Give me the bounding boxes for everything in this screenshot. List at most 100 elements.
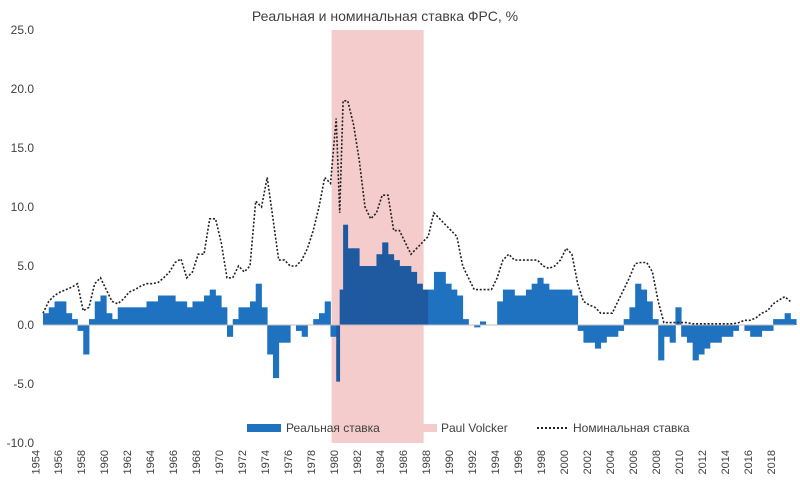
bar-real-rate — [715, 325, 722, 343]
bar-real-rate — [48, 307, 55, 325]
bar-real-rate — [508, 289, 515, 325]
x-tick-label: 1976 — [283, 450, 295, 474]
bar-real-rate — [744, 325, 751, 331]
bar-real-rate — [399, 266, 406, 325]
bar-real-rate — [221, 307, 228, 325]
bar-real-rate — [393, 260, 400, 325]
bar-real-rate — [583, 325, 590, 343]
bar-real-rate — [129, 307, 136, 325]
x-tick-label: 1958 — [76, 450, 88, 474]
bar-real-rate — [376, 254, 383, 325]
bar-real-rate — [157, 295, 165, 325]
bar-real-rate — [428, 289, 435, 325]
bar-real-rate — [474, 325, 481, 328]
x-tick-label: 1972 — [237, 450, 249, 474]
bar-real-rate — [336, 325, 341, 382]
bar-real-rate — [566, 289, 573, 325]
bar-real-rate — [209, 289, 216, 325]
bar-real-rate — [387, 254, 395, 325]
bar-real-rate — [761, 325, 768, 331]
bar-real-rate — [721, 325, 728, 337]
bar-real-rate — [571, 295, 579, 325]
bar-real-rate — [364, 266, 372, 325]
bar-real-rate — [232, 319, 239, 325]
bar-real-rate — [502, 289, 510, 325]
bar-real-rate — [704, 325, 711, 349]
bar-real-rate — [278, 325, 285, 343]
bar-real-rate — [244, 307, 251, 325]
x-tick-label: 1980 — [329, 450, 341, 474]
bar-real-rate — [339, 289, 344, 325]
legend-label-paul-volcker: Paul Volcker — [441, 421, 508, 435]
x-tick-label: 1968 — [191, 450, 203, 474]
bar-real-rate — [709, 325, 717, 343]
bar-real-rate — [462, 319, 469, 325]
bar-real-rate — [382, 242, 389, 325]
bar-real-rate — [134, 307, 142, 325]
bar-real-rate — [497, 301, 504, 325]
bar-real-rate — [123, 307, 130, 325]
bar-real-rate — [422, 289, 429, 325]
bar-real-rate — [318, 313, 326, 325]
bar-real-rate — [180, 301, 188, 325]
bar-real-rate — [554, 289, 561, 325]
legend-item-paul-volcker: Paul Volcker — [403, 421, 508, 435]
bar-real-rate — [405, 266, 412, 325]
bar-real-rate — [347, 248, 354, 325]
bar-real-rate — [646, 301, 653, 325]
bar-real-rate — [784, 313, 791, 325]
bar-real-rate — [652, 319, 659, 325]
x-tick-label: 1960 — [99, 450, 111, 474]
y-tick-label: 15.0 — [11, 141, 35, 155]
bar-real-rate — [106, 313, 113, 325]
y-tick-label: -10.0 — [7, 436, 35, 450]
bar-real-rate — [301, 325, 308, 337]
x-tick-label: 1966 — [168, 450, 180, 474]
bar-real-rate — [198, 301, 205, 325]
bar-real-rate — [767, 325, 774, 331]
bar-real-rate — [773, 319, 780, 325]
bar-real-rate — [324, 301, 331, 325]
legend-label-real-rate: Реальная ставка — [286, 421, 380, 435]
bar-real-rate — [65, 313, 73, 325]
bar-real-rate — [117, 307, 124, 325]
x-tick-label: 1986 — [398, 450, 410, 474]
bar-real-rate — [353, 248, 360, 325]
bar-real-rate — [100, 295, 107, 325]
bar-real-rate — [226, 325, 234, 337]
x-tick-label: 2002 — [582, 450, 594, 474]
bar-real-rate — [548, 289, 556, 325]
bar-real-rate — [54, 301, 61, 325]
bar-real-rate — [600, 325, 607, 343]
bar-real-rate — [152, 301, 159, 325]
bar-real-rate — [525, 289, 533, 325]
bar-real-rate — [560, 289, 567, 325]
legend-swatch-paul-volcker — [403, 424, 437, 432]
y-tick-label: 20.0 — [11, 82, 35, 96]
bar-real-rate — [249, 301, 257, 325]
bar-real-rate — [43, 313, 50, 325]
x-tick-label: 1978 — [306, 450, 318, 474]
bar-real-rate — [451, 289, 458, 325]
bar-real-rate — [359, 266, 366, 325]
x-tick-label: 1956 — [53, 450, 65, 474]
x-tick-label: 1992 — [467, 450, 479, 474]
bar-real-rate — [479, 321, 487, 325]
bar-real-rate — [681, 325, 688, 337]
bar-real-rate — [238, 307, 245, 325]
bar-real-rate — [658, 325, 665, 361]
x-tick-label: 1954 — [30, 450, 42, 474]
bar-real-rate — [272, 325, 280, 379]
bar-real-rate — [175, 301, 182, 325]
bar-real-rate — [663, 325, 671, 337]
bar-real-rate — [343, 224, 349, 325]
x-tick-label: 1964 — [145, 450, 157, 474]
bar-real-rate — [83, 325, 90, 355]
bar-real-rate — [612, 325, 619, 337]
bar-real-rate — [330, 325, 337, 337]
x-tick-label: 1974 — [260, 450, 272, 474]
x-tick-label: 1998 — [536, 450, 548, 474]
bar-real-rate — [267, 325, 274, 355]
legend: Реальная ставка Paul Volcker Номинальная… — [247, 421, 690, 435]
